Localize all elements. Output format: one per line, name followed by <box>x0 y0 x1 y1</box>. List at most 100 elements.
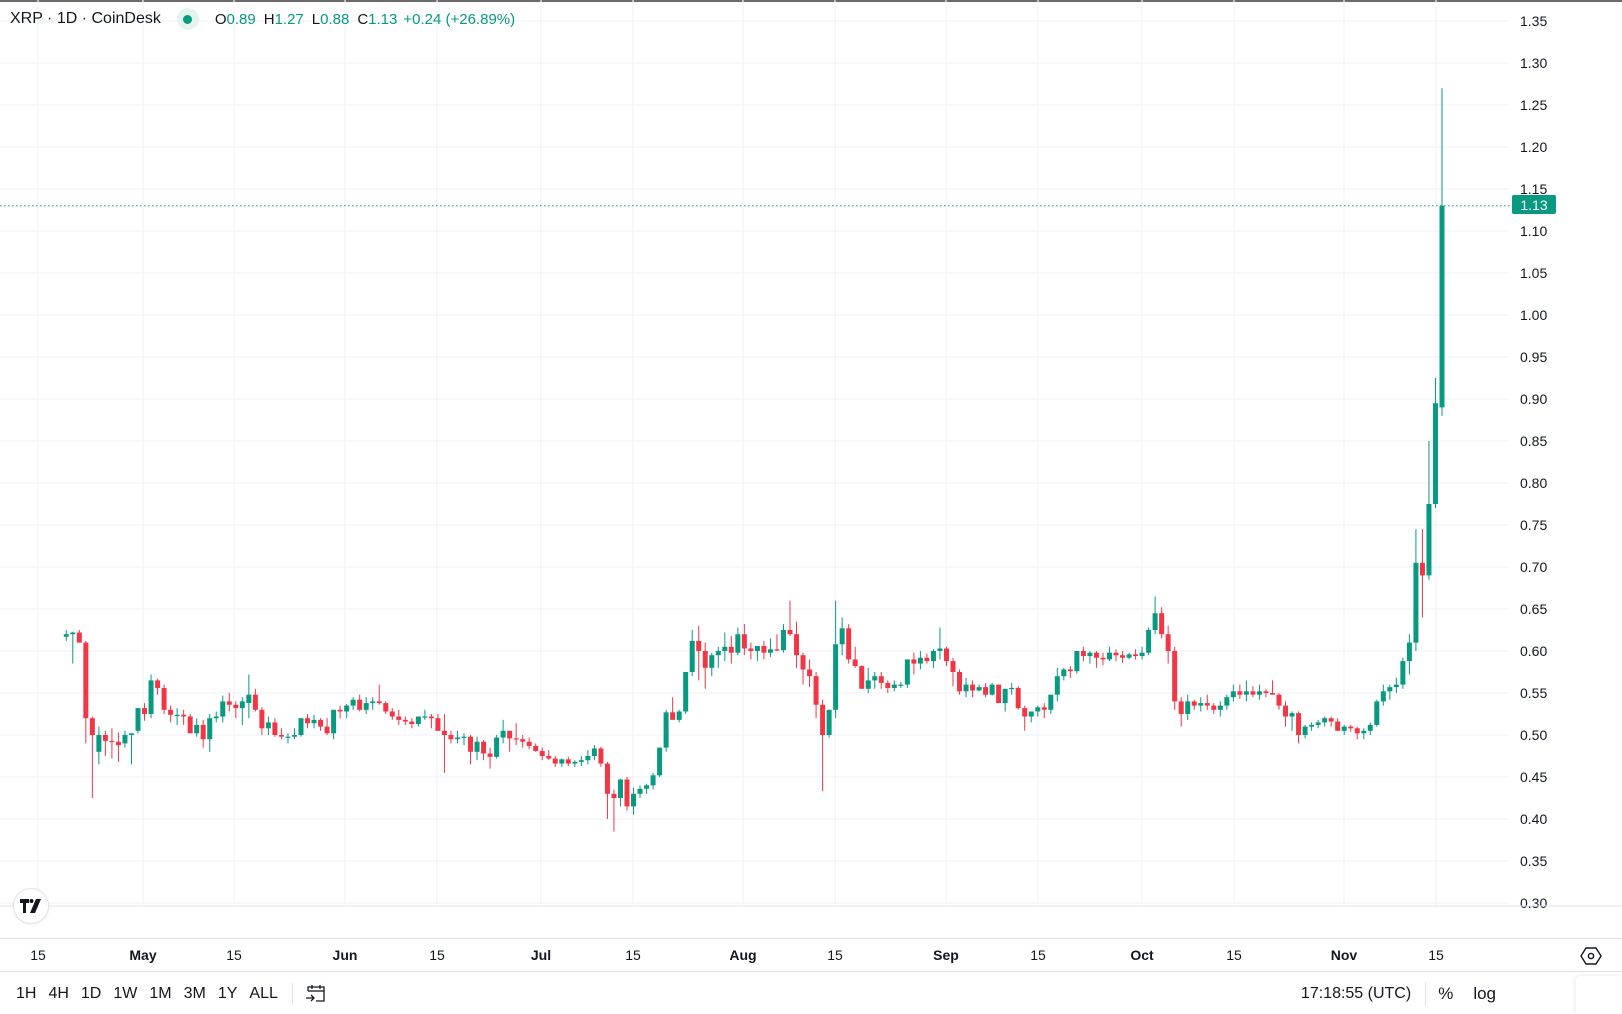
candle <box>1263 688 1269 698</box>
candle <box>807 659 813 688</box>
candle <box>148 674 154 719</box>
time-axis[interactable]: 15 May 15 Jun 15 Jul 15 Aug 15 Sep 15 Oct 15 Nov 15 <box>0 938 1622 972</box>
range-button-1h[interactable]: 1H <box>10 985 42 1003</box>
candle <box>1243 680 1249 702</box>
candle <box>1393 677 1399 693</box>
candle <box>996 684 1002 704</box>
candle <box>533 743 539 752</box>
candle <box>318 718 324 731</box>
candle <box>128 733 134 765</box>
candle <box>813 672 819 719</box>
candle <box>344 703 350 719</box>
range-button-1y[interactable]: 1Y <box>212 985 244 1003</box>
candle <box>767 638 773 657</box>
candle <box>963 677 969 698</box>
candle <box>1250 686 1256 698</box>
candle <box>930 649 936 668</box>
candle <box>989 682 995 696</box>
candle <box>233 701 239 719</box>
candle <box>911 652 917 675</box>
range-button-3m[interactable]: 3M <box>178 985 212 1003</box>
candle <box>239 697 245 725</box>
candle <box>578 756 584 767</box>
candle <box>161 684 167 714</box>
chart-settings-button[interactable] <box>1580 945 1602 967</box>
candle <box>683 672 689 714</box>
candle <box>1041 703 1047 719</box>
price-axis-label: 1.35 <box>1520 13 1547 29</box>
candle <box>794 621 800 668</box>
candle <box>1035 705 1041 717</box>
candle <box>415 716 421 727</box>
candle <box>1080 646 1086 662</box>
price-axis-label: 1.15 <box>1520 181 1547 197</box>
candle <box>63 630 69 641</box>
price-axis-label: 0.30 <box>1520 895 1547 911</box>
candle <box>1009 682 1015 695</box>
bottom-toolbar: 1H 4H 1D 1W 1M 3M 1Y ALL 17:18:55 (UTC) % log <box>0 973 1622 1014</box>
candle <box>644 783 650 794</box>
candle <box>650 772 656 790</box>
candle <box>1341 724 1347 735</box>
go-to-date-button[interactable] <box>303 981 329 1007</box>
range-button-all[interactable]: ALL <box>243 985 283 1003</box>
candle <box>702 642 708 689</box>
candle <box>1237 684 1243 699</box>
candle <box>839 617 845 656</box>
candle <box>181 709 187 725</box>
candle <box>598 746 604 767</box>
candle <box>559 758 565 767</box>
candle <box>1276 693 1282 710</box>
candle <box>1139 646 1145 660</box>
candle <box>924 653 930 664</box>
candle <box>1322 716 1328 727</box>
tradingview-logo[interactable] <box>13 888 49 924</box>
change-value: +0.24 (+26.89%) <box>403 10 516 28</box>
candle <box>937 627 943 660</box>
candle <box>435 714 441 731</box>
high-label: H <box>263 10 275 28</box>
candle <box>272 718 278 737</box>
candle <box>1380 684 1386 706</box>
candle <box>428 714 434 729</box>
candle <box>943 646 949 667</box>
time-axis-label: Jul <box>530 947 552 963</box>
time-axis-label: Jun <box>332 947 358 963</box>
price-axis-label: 0.75 <box>1520 517 1547 533</box>
candle <box>174 708 180 725</box>
candle <box>1256 684 1262 700</box>
market-status-indicator[interactable] <box>176 8 199 30</box>
range-button-4h[interactable]: 4H <box>42 985 74 1003</box>
candlestick-chart[interactable]: 1.35 1.30 1.25 1.20 1.15 1.10 1.05 1.00 0.95 0.90… <box>0 0 1622 938</box>
time-axis-label: Sep <box>933 947 959 963</box>
candle <box>494 735 500 759</box>
candle <box>1113 649 1119 662</box>
time-axis-label: Aug <box>729 947 757 963</box>
range-button-1d[interactable]: 1D <box>75 985 107 1003</box>
candle <box>1185 694 1191 720</box>
auto-scale-panel[interactable] <box>1576 976 1622 1014</box>
candle <box>1165 625 1171 664</box>
candle <box>565 756 571 767</box>
utc-clock[interactable]: 17:18:55 (UTC) <box>1300 984 1412 1002</box>
percent-scale-toggle[interactable]: % <box>1438 983 1454 1003</box>
close-label: C <box>357 10 369 28</box>
candle <box>213 711 219 723</box>
candle <box>311 714 317 729</box>
symbol-title[interactable]: XRP · 1D · CoinDesk <box>10 10 161 27</box>
candle <box>1074 651 1080 674</box>
range-button-1w[interactable]: 1W <box>107 985 143 1003</box>
candle <box>135 708 141 734</box>
candle <box>265 716 271 735</box>
close-value: 1.13 <box>368 10 398 28</box>
candle <box>1211 703 1217 714</box>
candle <box>1002 688 1008 712</box>
log-scale-toggle[interactable]: log <box>1473 983 1496 1003</box>
low-value: 0.88 <box>320 10 350 28</box>
candle <box>1283 701 1289 727</box>
price-axis-label: 0.80 <box>1520 475 1547 491</box>
candle <box>376 684 382 705</box>
candle <box>780 624 786 653</box>
range-button-1m[interactable]: 1M <box>143 985 177 1003</box>
candle <box>1015 686 1021 710</box>
